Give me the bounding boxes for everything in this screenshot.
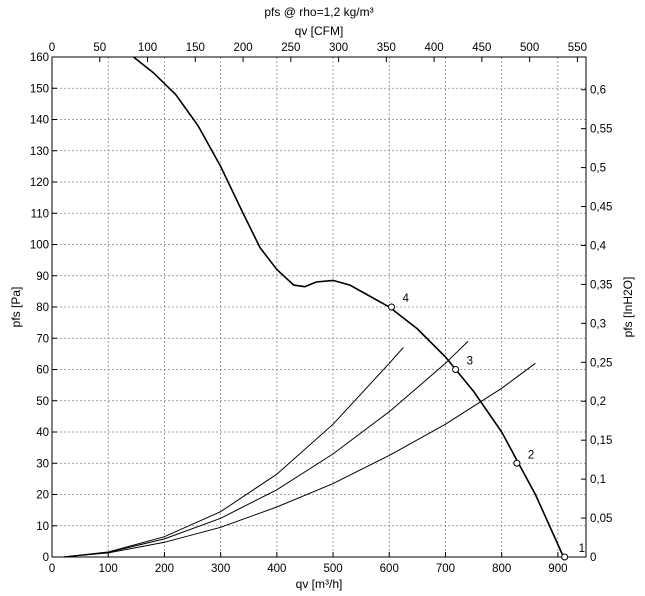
x2-tick-label: 400 [425, 42, 444, 54]
curve-layer [63, 56, 567, 558]
operating-point-marker [513, 459, 521, 467]
point-layer: 1 2 3 4 [388, 293, 585, 561]
system-curve-line [63, 347, 404, 558]
x-tick-label: 500 [323, 563, 342, 575]
y2-tick-label: 0,25 [590, 357, 612, 369]
x-tick-label: 100 [99, 563, 118, 575]
x2-tick-label: 250 [281, 42, 300, 54]
y2-tick-label: 0,6 [590, 85, 606, 97]
y2-tick-label: 0 [590, 552, 596, 564]
x2-tick-label: 500 [520, 42, 539, 54]
x-axis-label: qv [m³/h] [296, 577, 343, 591]
x2-tick-label: 300 [329, 42, 348, 54]
y-tick-label: 140 [30, 115, 49, 127]
operating-point-label: 4 [403, 293, 410, 305]
y-tick-label: 120 [30, 177, 49, 189]
y-tick-label: 90 [36, 271, 49, 283]
y-tick-label: 50 [36, 396, 49, 408]
chart-title: pfs @ rho=1,2 kg/m³ [264, 5, 373, 19]
operating-point-label: 2 [528, 449, 534, 461]
x2-tick-label: 0 [49, 42, 55, 54]
y-tick-label: 20 [36, 490, 49, 502]
y-axis-label: pfs [Pa] [9, 287, 23, 328]
y2-tick-label: 0,3 [590, 318, 606, 330]
x2-tick-label: 150 [186, 42, 205, 54]
y-tick-label: 30 [36, 458, 49, 470]
x-tick-label: 800 [492, 563, 511, 575]
y-tick-label: 150 [30, 83, 49, 95]
x-tick-label: 200 [155, 563, 174, 575]
operating-point-label: 3 [467, 356, 473, 368]
x2-tick-label: 350 [377, 42, 396, 54]
y2-tick-label: 0,15 [590, 435, 612, 447]
x2-tick-label: 200 [233, 42, 252, 54]
y-tick-label: 100 [30, 240, 49, 252]
y2-tick-label: 0,55 [590, 124, 612, 136]
y-tick-label: 160 [30, 52, 49, 64]
operating-point-label: 1 [579, 543, 585, 555]
y2-tick-label: 0,2 [590, 396, 606, 408]
y2-tick-label: 0,1 [590, 474, 606, 486]
x2-tick-label: 550 [568, 42, 587, 54]
grid-layer [52, 57, 586, 557]
y2-tick-label: 0,4 [590, 240, 607, 252]
y-tick-label: 10 [36, 521, 49, 533]
x-tick-label: 300 [211, 563, 230, 575]
x-tick-label: 600 [380, 563, 399, 575]
x2-axis-label: qv [CFM] [295, 24, 344, 38]
tick-layer: 0 100 200 300 400 500 600 700 800 900010203040506… [30, 42, 613, 575]
y-tick-label: 130 [30, 146, 49, 158]
fan-curve-line [133, 56, 565, 558]
operating-point-marker [452, 366, 460, 373]
y2-tick-label: 0,05 [590, 513, 612, 525]
y-tick-label: 40 [36, 427, 49, 439]
operating-point-marker [388, 303, 396, 311]
y2-tick-label: 0,35 [590, 279, 612, 291]
y-tick-label: 0 [43, 552, 49, 564]
y-tick-label: 110 [31, 208, 49, 220]
y2-axis-label: pfs [InH2O] [621, 277, 635, 338]
x-tick-label: 400 [267, 563, 286, 575]
y2-tick-label: 0,5 [590, 163, 606, 175]
x-tick-label: 900 [548, 563, 567, 575]
x2-tick-label: 50 [93, 42, 106, 54]
y-tick-label: 60 [36, 365, 49, 377]
operating-point-marker [561, 553, 569, 561]
x2-tick-label: 450 [472, 42, 491, 54]
x2-tick-label: 100 [138, 42, 157, 54]
y2-tick-label: 0,45 [590, 202, 612, 214]
system-curve-line [63, 362, 536, 558]
x-tick-label: 0 [49, 563, 55, 575]
system-curve-line [63, 341, 469, 558]
x-tick-label: 700 [436, 563, 455, 575]
y-tick-label: 80 [36, 302, 49, 314]
y-tick-label: 70 [36, 333, 49, 345]
